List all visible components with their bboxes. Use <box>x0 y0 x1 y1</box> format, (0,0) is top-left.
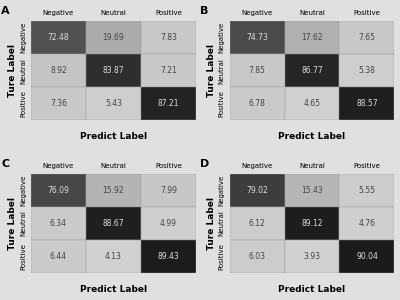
Y-axis label: Ture Label: Ture Label <box>207 197 216 250</box>
Text: Predict Label: Predict Label <box>278 132 346 141</box>
Text: 90.04: 90.04 <box>356 252 378 261</box>
Bar <box>86 54 141 87</box>
Text: 7.65: 7.65 <box>358 33 376 42</box>
Text: 7.99: 7.99 <box>160 186 177 195</box>
Text: 89.12: 89.12 <box>301 219 323 228</box>
Bar <box>284 207 340 240</box>
Text: 6.03: 6.03 <box>248 252 266 261</box>
Text: 89.43: 89.43 <box>158 252 179 261</box>
Text: 3.93: 3.93 <box>304 252 320 261</box>
Bar <box>230 174 284 207</box>
Text: Predict Label: Predict Label <box>80 285 147 294</box>
Bar <box>86 21 141 54</box>
Bar <box>141 174 196 207</box>
Bar <box>141 87 196 120</box>
Text: 7.21: 7.21 <box>160 66 177 75</box>
Text: 6.34: 6.34 <box>50 219 67 228</box>
Bar <box>141 54 196 87</box>
Bar <box>340 54 394 87</box>
Bar <box>284 174 340 207</box>
Bar <box>284 87 340 120</box>
Text: 15.92: 15.92 <box>102 186 124 195</box>
Text: 4.65: 4.65 <box>304 99 320 108</box>
Text: 7.83: 7.83 <box>160 33 177 42</box>
Text: 7.85: 7.85 <box>248 66 266 75</box>
Bar <box>31 174 86 207</box>
Text: Predict Label: Predict Label <box>80 132 147 141</box>
Text: 4.76: 4.76 <box>358 219 376 228</box>
Text: B: B <box>200 6 208 16</box>
Bar <box>340 240 394 273</box>
Text: 7.36: 7.36 <box>50 99 67 108</box>
Bar <box>340 174 394 207</box>
Bar <box>31 87 86 120</box>
Bar <box>86 240 141 273</box>
Text: 5.55: 5.55 <box>358 186 376 195</box>
Bar <box>340 207 394 240</box>
Bar <box>141 21 196 54</box>
Text: 87.21: 87.21 <box>158 99 179 108</box>
Bar <box>31 54 86 87</box>
Text: 6.44: 6.44 <box>50 252 67 261</box>
Text: C: C <box>1 159 9 169</box>
Text: 83.87: 83.87 <box>102 66 124 75</box>
Text: Predict Label: Predict Label <box>278 285 346 294</box>
Text: 5.38: 5.38 <box>358 66 375 75</box>
Text: 79.02: 79.02 <box>246 186 268 195</box>
Y-axis label: Ture Label: Ture Label <box>8 44 17 97</box>
Text: 17.62: 17.62 <box>301 33 323 42</box>
Bar <box>284 240 340 273</box>
Text: 72.48: 72.48 <box>48 33 69 42</box>
Bar <box>230 207 284 240</box>
Bar <box>284 54 340 87</box>
Bar <box>31 240 86 273</box>
Bar <box>141 240 196 273</box>
Text: 8.92: 8.92 <box>50 66 67 75</box>
Y-axis label: Ture Label: Ture Label <box>207 44 216 97</box>
Bar <box>31 207 86 240</box>
Bar <box>340 87 394 120</box>
Text: 74.73: 74.73 <box>246 33 268 42</box>
Y-axis label: Ture Label: Ture Label <box>8 197 17 250</box>
Bar <box>284 21 340 54</box>
Text: 4.13: 4.13 <box>105 252 122 261</box>
Bar <box>86 174 141 207</box>
Bar <box>230 87 284 120</box>
Bar <box>340 21 394 54</box>
Text: 15.43: 15.43 <box>301 186 323 195</box>
Text: 19.69: 19.69 <box>102 33 124 42</box>
Text: A: A <box>1 6 10 16</box>
Text: 86.77: 86.77 <box>301 66 323 75</box>
Text: 76.09: 76.09 <box>48 186 69 195</box>
Bar <box>230 54 284 87</box>
Text: 88.67: 88.67 <box>102 219 124 228</box>
Bar <box>141 207 196 240</box>
Text: 88.57: 88.57 <box>356 99 378 108</box>
Text: 5.43: 5.43 <box>105 99 122 108</box>
Text: 6.12: 6.12 <box>249 219 265 228</box>
Bar <box>31 21 86 54</box>
Bar <box>230 240 284 273</box>
Text: 6.78: 6.78 <box>248 99 266 108</box>
Text: 4.99: 4.99 <box>160 219 177 228</box>
Bar <box>230 21 284 54</box>
Bar <box>86 207 141 240</box>
Text: D: D <box>200 159 209 169</box>
Bar <box>86 87 141 120</box>
